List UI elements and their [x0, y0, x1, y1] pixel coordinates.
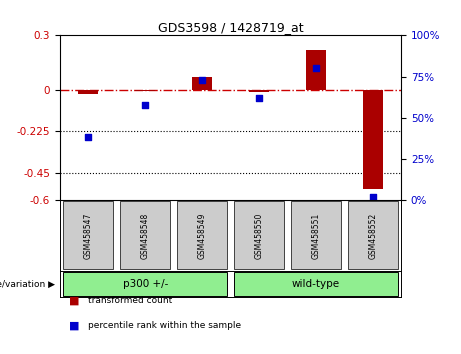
FancyBboxPatch shape: [234, 201, 284, 269]
Point: [255, 95, 263, 101]
Bar: [363, 90, 383, 189]
FancyBboxPatch shape: [177, 201, 227, 269]
FancyBboxPatch shape: [234, 272, 398, 296]
Point: [198, 77, 206, 83]
FancyBboxPatch shape: [291, 201, 341, 269]
Point: [85, 135, 92, 140]
FancyBboxPatch shape: [63, 272, 227, 296]
Text: GSM458550: GSM458550: [254, 212, 263, 259]
Text: ■: ■: [69, 296, 80, 306]
Bar: [306, 50, 326, 90]
Text: GSM458548: GSM458548: [141, 212, 150, 258]
Text: wild-type: wild-type: [292, 279, 340, 289]
Text: percentile rank within the sample: percentile rank within the sample: [88, 321, 241, 330]
Point: [369, 194, 376, 200]
Text: GSM458552: GSM458552: [368, 212, 377, 258]
Title: GDS3598 / 1428719_at: GDS3598 / 1428719_at: [158, 21, 303, 34]
FancyBboxPatch shape: [348, 201, 398, 269]
Text: GSM458547: GSM458547: [84, 212, 93, 259]
Text: transformed count: transformed count: [88, 296, 172, 305]
Point: [312, 65, 319, 71]
Bar: [192, 78, 212, 90]
Text: GSM458549: GSM458549: [198, 212, 207, 259]
FancyBboxPatch shape: [63, 201, 113, 269]
Bar: [78, 90, 98, 94]
Text: p300 +/-: p300 +/-: [123, 279, 168, 289]
Bar: [249, 90, 269, 92]
Point: [142, 102, 149, 107]
FancyBboxPatch shape: [120, 201, 170, 269]
Bar: [135, 90, 155, 91]
Text: GSM458551: GSM458551: [311, 212, 320, 258]
Text: genotype/variation ▶: genotype/variation ▶: [0, 280, 55, 289]
Text: ■: ■: [69, 320, 80, 330]
